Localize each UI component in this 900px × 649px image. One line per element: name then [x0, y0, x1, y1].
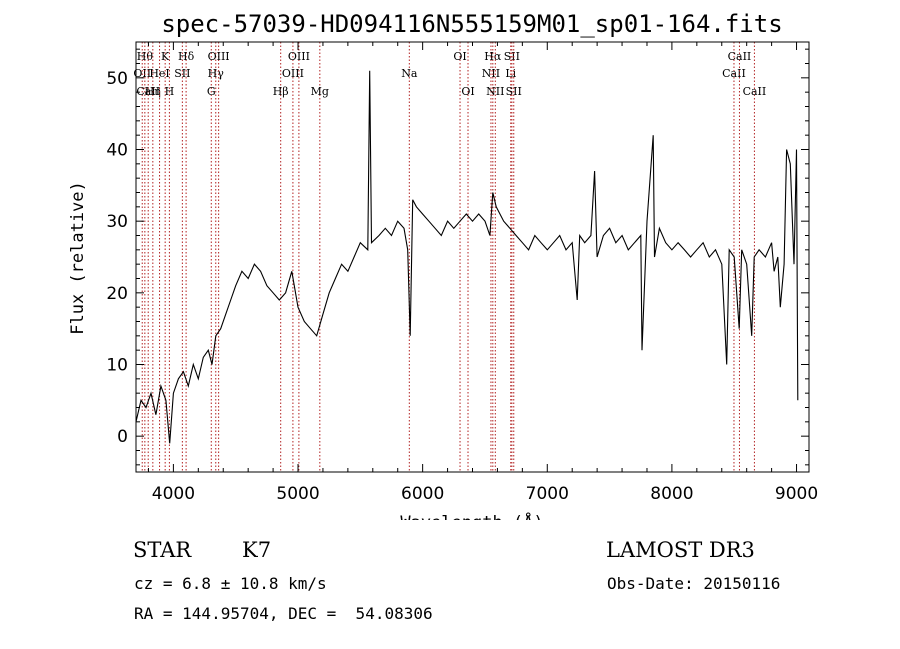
y-axis-label: Flux (relative) — [68, 181, 88, 335]
spectral-line-markers: OIIHθCaIIHηHeIKHSIIHδGHγOIIIHβOIIIOIIIMg… — [133, 42, 766, 472]
spectrum-chart: spec-57039-HD094116N555159M01_sp01-164.f… — [68, 10, 818, 520]
y-tick-label: 40 — [106, 141, 128, 161]
object-class: STAR — [133, 538, 192, 562]
spectral-line-label: OIII — [288, 50, 310, 63]
spectral-line-label: Na — [401, 67, 418, 80]
spectral-line-label: Hβ — [273, 85, 289, 98]
chart-title: spec-57039-HD094116N555159M01_sp01-164.f… — [161, 10, 782, 38]
spectral-line-label: OIII — [208, 50, 230, 63]
y-tick-label: 10 — [106, 356, 128, 376]
x-tick-label: 9000 — [775, 484, 818, 504]
spectral-line-label: SII — [506, 85, 522, 98]
spectral-line-label: CaII — [728, 50, 752, 63]
spectral-line-label: H — [165, 85, 175, 98]
spectral-line-label: NII — [486, 85, 504, 98]
y-tick-label: 0 — [117, 427, 128, 447]
spectral-line-label: NII — [482, 67, 500, 80]
y-tick-label: 50 — [106, 69, 128, 89]
spectral-line-label: OIII — [282, 67, 304, 80]
spectral-line-label: Mg — [311, 85, 329, 98]
spectral-line-label: G — [207, 85, 216, 98]
y-tick-label: 20 — [106, 284, 128, 304]
spectral-line-label: Hθ — [137, 50, 154, 63]
x-tick-label: 5000 — [276, 484, 319, 504]
spectral-line-label: SII — [174, 67, 190, 80]
spectral-line-label: CaII — [136, 85, 160, 98]
spectral-line-label: OI — [461, 85, 474, 98]
spectral-line-label: Hη — [145, 85, 161, 98]
spectral-line-label: CaII — [743, 85, 767, 98]
spectral-line-label: Hγ — [208, 67, 225, 80]
object-subclass: K7 — [242, 538, 272, 562]
redshift-cz: cz = 6.8 ± 10.8 km/s — [134, 574, 327, 593]
x-axis-label: Wavelength (Å) — [400, 511, 543, 520]
plot-frame — [135, 41, 810, 473]
spectrum-line — [135, 70, 799, 444]
y-tick-label: 30 — [106, 212, 128, 232]
spectral-line-label: SII — [504, 50, 520, 63]
spectral-line-label: Hδ — [178, 50, 195, 63]
spectral-line-label: HeI — [149, 67, 169, 80]
x-tick-label: 7000 — [526, 484, 569, 504]
spectral-line-label: Li — [505, 67, 516, 80]
x-tick-label: 8000 — [650, 484, 693, 504]
spectrum-series — [135, 70, 799, 444]
axis-ticks: 4000 5000 6000 7000 8000 9000 0 10 20 30 40 50 — [106, 42, 818, 504]
coordinates: RA = 144.95704, DEC = 54.08306 — [134, 604, 433, 623]
x-tick-label: 4000 — [152, 484, 195, 504]
spectral-line-label: Hα — [484, 50, 502, 63]
spectral-line-label: CaII — [722, 67, 746, 80]
spectral-line-label: K — [161, 50, 170, 63]
x-tick-label: 6000 — [401, 484, 444, 504]
spectral-line-label: OII — [133, 67, 151, 80]
survey-name: LAMOST DR3 — [606, 538, 755, 562]
spectral-line-label: OI — [453, 50, 466, 63]
observation-date: Obs-Date: 20150116 — [607, 574, 781, 593]
